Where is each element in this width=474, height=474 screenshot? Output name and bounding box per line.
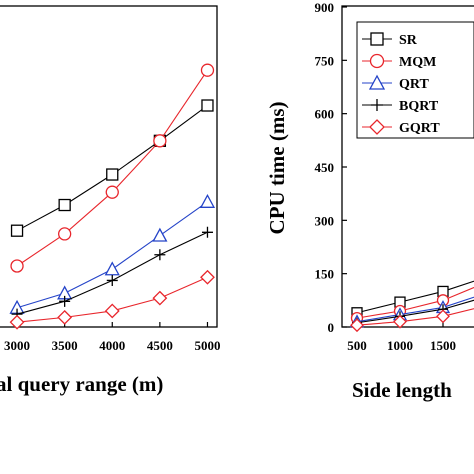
left-series-line-mqm: [16, 69, 208, 267]
left-series: [9, 63, 216, 330]
left-x-tick-label: 3500: [52, 338, 78, 353]
legend-label-sr: SR: [399, 33, 418, 48]
left-x-tick-label: 4500: [147, 338, 173, 353]
right-y-tick-label: 750: [315, 53, 335, 68]
right-y-axis-label: CPU time (ms): [265, 102, 289, 235]
left-series-line-qrt: [16, 201, 208, 309]
left-x-axis-label: al query range (m): [0, 372, 163, 396]
right-series: [349, 280, 474, 333]
right-series-line-qrt: [356, 296, 474, 323]
left-plot-frame: [0, 5, 218, 328]
right-chart: 0 150 300 450 600 750 900 500 1000 1500 CPU time…: [265, 0, 474, 402]
left-point-mqm: [153, 134, 167, 148]
right-point-gqrt: [436, 309, 450, 324]
legend-marker-gqrt: [369, 119, 385, 135]
left-point-qrt: [152, 227, 168, 242]
legend-marker-mqm: [369, 53, 385, 69]
right-point-gqrt: [350, 318, 364, 333]
right-y-tick-label: 150: [315, 267, 335, 282]
right-y-tick-label: 0: [328, 320, 335, 335]
left-chart: 3000 3500 4000 4500 5000 al query range (m): [0, 5, 220, 396]
left-point-sr: [58, 198, 71, 212]
left-point-sr: [10, 224, 24, 237]
left-point-gqrt: [57, 309, 73, 325]
right-series-line-mqm: [356, 286, 474, 319]
left-point-mqm: [58, 227, 72, 241]
left-point-bqrt: [154, 249, 166, 261]
legend-label-mqm: MQM: [399, 55, 436, 70]
left-point-bqrt: [201, 226, 213, 238]
left-x-tick-label: 3000: [4, 338, 30, 353]
left-point-qrt: [104, 261, 120, 276]
right-y-tick-label: 450: [315, 160, 335, 175]
right-point-gqrt: [393, 314, 407, 329]
right-y-tick-label: 600: [315, 107, 335, 122]
left-point-bqrt: [106, 274, 118, 286]
left-point-gqrt: [152, 290, 168, 306]
left-point-bqrt: [59, 295, 71, 307]
legend-marker-bqrt: [371, 99, 383, 111]
legend-label-gqrt: GQRT: [399, 121, 440, 136]
left-point-mqm: [105, 185, 119, 199]
legend-marker-sr: [370, 32, 384, 46]
left-point-mqm: [10, 259, 24, 273]
left-point-gqrt: [200, 269, 215, 285]
right-series-line-sr: [356, 280, 474, 314]
left-x-tick-label: 4000: [99, 338, 125, 353]
right-x-tick-label: 500: [347, 338, 367, 353]
left-point-qrt: [199, 193, 216, 208]
legend: SR MQM QRT BQRT GQRT: [356, 21, 474, 139]
right-series-line-bqrt: [356, 299, 474, 324]
left-x-tick-label: 5000: [194, 338, 220, 353]
right-y-ticks: 0 150 300 450 600 750 900: [315, 0, 347, 335]
left-x-ticks: 3000 3500 4000 4500 5000: [4, 322, 220, 353]
right-series-line-gqrt: [356, 308, 474, 326]
legend-label-qrt: QRT: [399, 77, 430, 92]
legend-marker-qrt: [368, 74, 386, 90]
left-point-mqm: [200, 63, 215, 77]
right-x-tick-label: 1500: [430, 338, 456, 353]
left-point-sr: [106, 168, 119, 181]
left-point-sr: [201, 99, 214, 112]
right-y-tick-label: 900: [315, 0, 335, 15]
left-point-gqrt: [104, 303, 120, 319]
right-x-tick-label: 1000: [387, 338, 413, 353]
right-y-tick-label: 300: [315, 213, 335, 228]
left-series-line-sr: [16, 105, 208, 232]
legend-label-bqrt: BQRT: [399, 99, 439, 114]
right-x-axis-label: Side length: [352, 378, 452, 402]
left-point-gqrt: [9, 314, 25, 330]
